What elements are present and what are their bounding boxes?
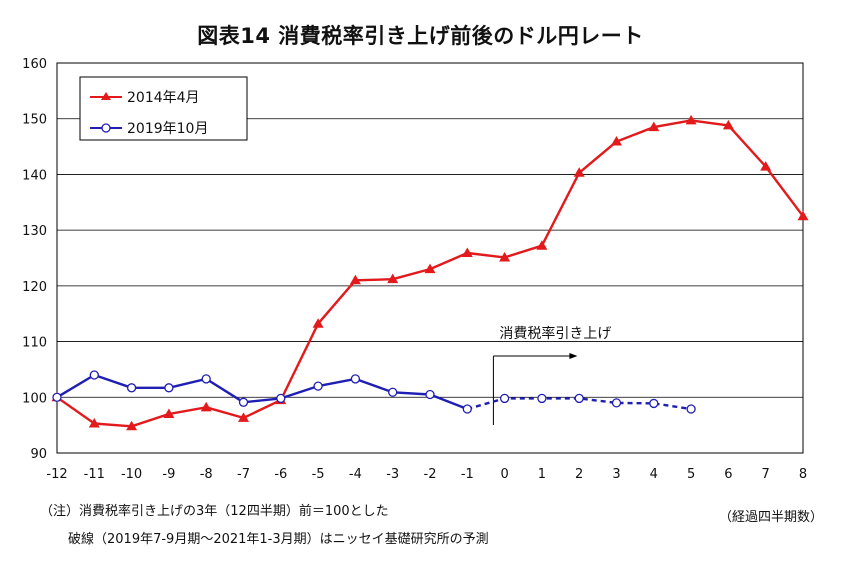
data-point-2014 — [387, 273, 399, 284]
data-point-2014 — [424, 263, 436, 274]
x-tick-label: 0 — [500, 467, 508, 482]
x-tick-label: 5 — [687, 467, 695, 482]
data-point-2019 — [350, 374, 361, 384]
legend-marker-2019 — [101, 123, 111, 133]
data-point-2014 — [722, 119, 734, 130]
x-tick-label: -9 — [162, 467, 175, 482]
y-tick-label: 130 — [22, 224, 47, 239]
data-point-2019 — [686, 404, 696, 414]
data-point-2019 — [52, 392, 62, 402]
y-tick-label: 120 — [22, 280, 47, 295]
data-point-2014 — [349, 274, 361, 285]
data-point-2019 — [89, 370, 99, 380]
data-point-2014 — [238, 412, 249, 422]
x-tick-label: 6 — [724, 467, 732, 482]
x-tick-label: 4 — [650, 467, 658, 482]
x-tick-label: 2 — [575, 467, 583, 482]
series-layer — [51, 114, 809, 431]
data-point-2019 — [388, 387, 398, 397]
y-tick-label: 110 — [22, 336, 47, 351]
series-line-1 — [56, 373, 468, 411]
data-point-2019 — [462, 404, 472, 414]
footnote-baseline: （注）消費税率引き上げの3年（12四半期）前＝100とした — [40, 504, 389, 519]
data-point-2019 — [537, 393, 547, 404]
data-point-2014 — [126, 420, 138, 431]
data-point-2014 — [611, 136, 622, 146]
data-point-2019 — [238, 397, 249, 407]
tax-hike-label: 消費税率引き上げ — [499, 325, 611, 342]
footnote-forecast: 破線（2019年7-9月期〜2021年1-3月期）はニッセイ基礎研究所の予測 — [68, 532, 489, 547]
data-point-2019 — [425, 389, 435, 400]
x-tick-label: -8 — [200, 467, 213, 482]
data-point-2019 — [611, 398, 622, 408]
x-tick-label: -1 — [461, 467, 474, 482]
y-tick-label: 100 — [22, 391, 47, 406]
data-point-2014 — [200, 401, 212, 412]
y-tick-label: 160 — [22, 57, 47, 72]
tax-hike-arrowhead — [569, 353, 578, 360]
grid-lines — [57, 118, 803, 398]
y-tick-label: 140 — [22, 168, 47, 183]
data-point-2019 — [126, 383, 137, 393]
data-point-2014 — [760, 161, 772, 171]
data-point-2014 — [797, 210, 809, 221]
plot-frame — [56, 62, 804, 454]
x-tick-label: -7 — [237, 467, 250, 482]
legend-label-2014: 2014年4月 — [127, 90, 200, 106]
x-tick-label: -3 — [386, 467, 399, 482]
x-tick-label: 7 — [762, 467, 770, 482]
x-tick-label: -12 — [46, 467, 67, 482]
data-point-2019 — [276, 393, 286, 404]
data-point-2019 — [313, 381, 323, 391]
data-point-2014 — [536, 240, 548, 250]
x-tick-label: -11 — [84, 467, 105, 482]
legend-label-2019: 2019年10月 — [127, 121, 208, 137]
x-tick-label: -2 — [424, 467, 437, 482]
data-point-2014 — [573, 167, 585, 177]
y-tick-label: 150 — [22, 113, 47, 128]
data-point-2019 — [499, 393, 510, 404]
data-point-2014 — [499, 251, 511, 262]
x-tick-label: -4 — [349, 467, 362, 482]
x-tick-label: 1 — [538, 467, 546, 482]
data-point-2019 — [201, 374, 211, 384]
annotation-group: 消費税率引き上げ — [492, 325, 611, 425]
x-tick-label: 8 — [799, 467, 807, 482]
data-point-2014 — [312, 318, 324, 328]
x-tick-label: 3 — [612, 467, 620, 482]
data-point-2014 — [648, 121, 660, 132]
legend-marker-2014 — [101, 92, 111, 100]
data-point-2014 — [88, 417, 100, 428]
data-point-2019 — [164, 383, 174, 393]
series-line-0 — [56, 119, 804, 428]
data-point-2014 — [163, 408, 175, 418]
data-point-2019 — [574, 393, 584, 404]
x-tick-label: -10 — [121, 467, 142, 482]
data-point-2014 — [685, 114, 697, 125]
x-axis-unit-label: （経過四半期数） — [718, 510, 823, 525]
x-tick-label: -6 — [274, 467, 287, 482]
legend: 2014年4月 2019年10月 — [79, 76, 248, 141]
chart-title: 図表14 消費税率引き上げ前後のドル円レート — [197, 24, 644, 48]
x-tick-label: -5 — [312, 467, 325, 482]
data-point-2014 — [461, 247, 473, 257]
y-tick-label: 90 — [30, 447, 47, 462]
data-point-2019 — [649, 398, 659, 409]
